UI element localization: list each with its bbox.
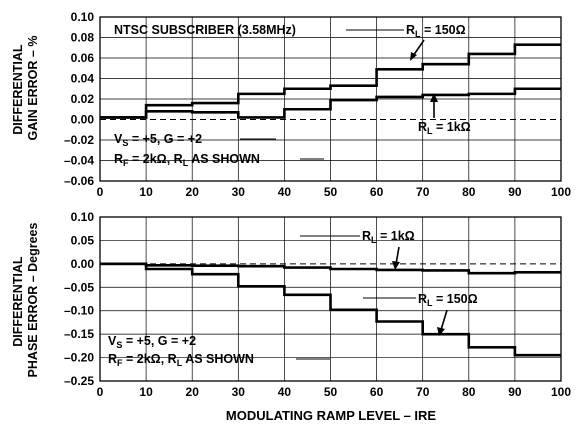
gain-series-a-line: [100, 43, 561, 119]
gain-x-tick-label: 100: [551, 185, 571, 199]
phase-x-tick-label: 80: [462, 385, 476, 399]
phase-y-tick-label: –0.25: [64, 374, 94, 388]
phase-y-tick-label: –0.15: [64, 327, 94, 341]
phase-x-tick-label: 10: [139, 385, 153, 399]
gain-x-tick-label: 0: [97, 185, 104, 199]
phase-x-tick-label: 30: [232, 385, 246, 399]
phase-gridlines: [100, 217, 561, 381]
phase-x-tick-label: 90: [508, 385, 522, 399]
phase-series-label-1k: RL = 1kΩ: [300, 229, 415, 270]
phase-label-150-text: RL = 150Ω: [418, 292, 478, 308]
gain-ylabel: DIFFERENTIAL GAIN ERROR – %: [11, 36, 40, 141]
phase-y-tick-label: 0.00: [71, 257, 95, 271]
gain-label-1k-text: RL = 1kΩ: [418, 120, 471, 136]
phase-ylabel-line1: DIFFERENTIAL: [11, 256, 25, 347]
gain-condition-annotation: NTSC SUBSCRIBER (3.58MHz): [114, 23, 404, 37]
gain-label-150-arrowhead: [410, 52, 417, 61]
phase-x-tick-label: 60: [370, 385, 384, 399]
phase-y-tick-label: 0.05: [71, 233, 95, 247]
phase-rf-rl-text: RF = 2kΩ, RL AS SHOWN: [108, 352, 254, 368]
gain-x-tick-label: 90: [508, 185, 522, 199]
gain-condition-text: NTSC SUBSCRIBER (3.58MHz): [114, 23, 296, 37]
x-axis-label: MODULATING RAMP LEVEL – IRE: [226, 408, 437, 423]
phase-label-150-arrow: [440, 309, 448, 331]
gain-series-label-1k: RL = 1kΩ: [418, 93, 471, 136]
phase-series: [100, 262, 561, 357]
gain-x-tick-label: 10: [139, 185, 153, 199]
gain-label-150-text: RL = 150Ω: [406, 23, 466, 39]
phase-vs-g-text: VS = +5, G = +2: [108, 334, 196, 350]
gain-y-tick-label: –0.06: [64, 174, 94, 188]
gain-x-tick-label: 40: [278, 185, 292, 199]
gain-label-1k-arrowhead: [430, 93, 438, 102]
gain-y-tick-label: 0.08: [71, 31, 95, 45]
gain-conditions-block: VS = +5, G = +2 RF = 2kΩ, RL AS SHOWN: [114, 132, 324, 168]
phase-series-label-150: RL = 150Ω: [363, 292, 478, 336]
phase-label-150-arrowhead: [437, 327, 445, 336]
gain-y-tick-label: 0.04: [71, 72, 95, 86]
gain-ylabel-line1: DIFFERENTIAL: [11, 44, 25, 135]
gain-y-tick-label: –0.04: [64, 154, 94, 168]
phase-series-a-line: [100, 262, 561, 275]
phase-ticks: 0 10 20 30 40 50 60 70 80 90 100 0.10 0.05 0.00 –0.05 –…: [64, 210, 571, 399]
phase-plot-frame: [99, 216, 562, 382]
phase-x-tick-label: 40: [278, 385, 292, 399]
gain-x-tick-label: 60: [370, 185, 384, 199]
phase-label-1k-arrow: [395, 246, 400, 265]
gain-x-tick-label: 80: [462, 185, 476, 199]
gain-y-tick-label: –0.02: [64, 133, 94, 147]
phase-x-tick-label: 50: [324, 385, 338, 399]
gain-ticks: 0 10 20 30 40 50 60 70 80 90 100 0.10 0.08 0.06 0.04 0.…: [64, 10, 571, 199]
gain-series-b-line: [100, 87, 561, 119]
phase-ylabel-line2: PHASE ERROR – Degrees: [26, 222, 40, 377]
gain-label-150-arrow: [412, 39, 425, 57]
phase-y-tick-label: –0.10: [64, 304, 94, 318]
phase-x-tick-label: 100: [551, 385, 571, 399]
phase-x-tick-label: 70: [416, 385, 430, 399]
phase-y-tick-label: –0.05: [64, 280, 94, 294]
gain-y-tick-label: 0.00: [71, 113, 95, 127]
gain-error-plot: 0 10 20 30 40 50 60 70 80 90 100 0.10 0.08 0.06 0.04 0.…: [64, 10, 571, 199]
phase-x-tick-label: 0: [97, 385, 104, 399]
phase-label-1k-arrowhead: [392, 261, 400, 270]
gain-series: [100, 43, 561, 119]
phase-y-tick-label: –0.20: [64, 351, 94, 365]
gain-x-tick-label: 70: [416, 185, 430, 199]
phase-label-1k-text: RL = 1kΩ: [362, 229, 415, 245]
gain-y-tick-label: 0.02: [71, 92, 95, 106]
gain-series-label-150: RL = 150Ω: [406, 23, 466, 61]
gain-x-tick-label: 20: [186, 185, 200, 199]
gain-plot-frame: [99, 16, 562, 182]
gain-y-tick-label: 0.10: [71, 10, 95, 24]
gain-vs-g-text: VS = +5, G = +2: [114, 132, 202, 148]
gain-ylabel-line2: GAIN ERROR – %: [26, 36, 40, 141]
phase-y-tick-label: 0.10: [71, 210, 95, 224]
phase-error-plot: 0 10 20 30 40 50 60 70 80 90 100 0.10 0.05 0.00 –0.05 –…: [64, 210, 571, 399]
phase-x-tick-label: 20: [186, 385, 200, 399]
phase-ylabel: DIFFERENTIAL PHASE ERROR – Degrees: [11, 222, 40, 377]
gain-rf-rl-text: RF = 2kΩ, RL AS SHOWN: [114, 152, 260, 168]
phase-series-b-line: [100, 262, 561, 357]
gain-x-tick-label: 50: [324, 185, 338, 199]
gain-y-tick-label: 0.06: [71, 51, 95, 65]
phase-conditions-block: VS = +5, G = +2 RF = 2kΩ, RL AS SHOWN: [108, 334, 330, 368]
gain-x-tick-label: 30: [232, 185, 246, 199]
